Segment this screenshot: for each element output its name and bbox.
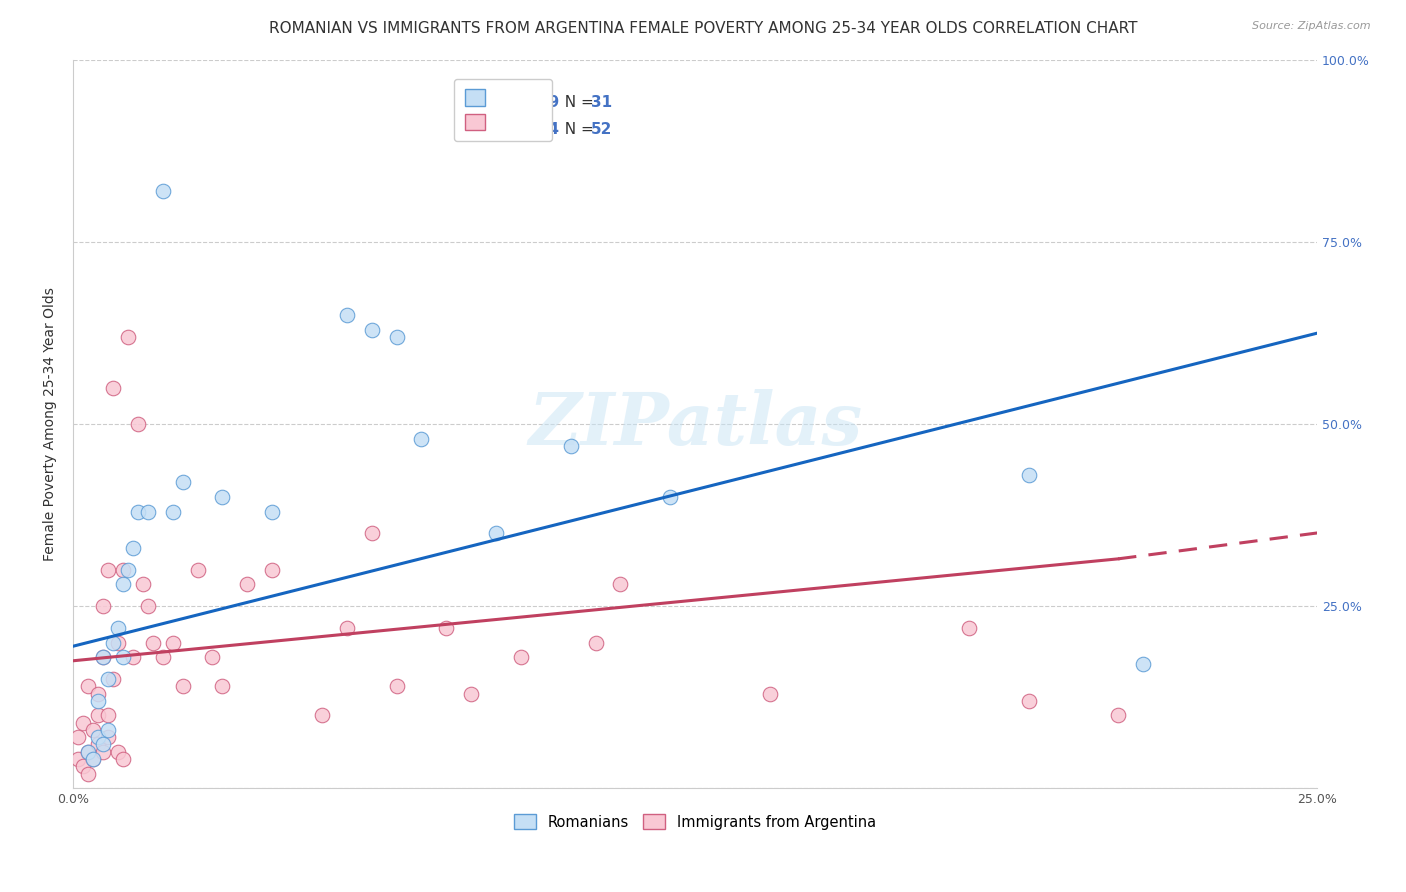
Point — [72, 759, 94, 773]
Point — [87, 730, 110, 744]
Point — [585, 635, 607, 649]
Point — [97, 730, 120, 744]
Text: Source: ZipAtlas.com: Source: ZipAtlas.com — [1253, 21, 1371, 30]
Point — [67, 730, 90, 744]
Point — [82, 752, 104, 766]
Point — [91, 650, 114, 665]
Point — [77, 745, 100, 759]
Text: 52: 52 — [591, 122, 612, 136]
Text: ZIPatlas: ZIPatlas — [529, 389, 862, 459]
Point — [162, 635, 184, 649]
Point — [77, 679, 100, 693]
Point — [385, 679, 408, 693]
Point — [510, 650, 533, 665]
Point — [201, 650, 224, 665]
Point — [82, 752, 104, 766]
Text: ROMANIAN VS IMMIGRANTS FROM ARGENTINA FEMALE POVERTY AMONG 25-34 YEAR OLDS CORRE: ROMANIAN VS IMMIGRANTS FROM ARGENTINA FE… — [269, 21, 1137, 36]
Point — [957, 621, 980, 635]
Point — [411, 432, 433, 446]
Legend: Romanians, Immigrants from Argentina: Romanians, Immigrants from Argentina — [509, 808, 882, 836]
Point — [107, 635, 129, 649]
Text: R =: R = — [471, 122, 505, 136]
Point — [172, 679, 194, 693]
Point — [91, 745, 114, 759]
Text: N =: N = — [554, 95, 598, 110]
Point — [127, 417, 149, 432]
Point — [101, 635, 124, 649]
Text: 0.429: 0.429 — [510, 95, 560, 110]
Point — [186, 563, 208, 577]
Point — [72, 715, 94, 730]
Point — [758, 687, 780, 701]
Text: N =: N = — [554, 122, 598, 136]
Point — [87, 687, 110, 701]
Point — [659, 490, 682, 504]
Point — [236, 577, 259, 591]
Point — [97, 672, 120, 686]
Point — [87, 694, 110, 708]
Point — [121, 650, 143, 665]
Point — [111, 577, 134, 591]
Point — [360, 526, 382, 541]
Point — [1018, 468, 1040, 483]
Point — [142, 635, 165, 649]
Point — [101, 381, 124, 395]
Point — [91, 599, 114, 614]
Point — [262, 563, 284, 577]
Point — [162, 504, 184, 518]
Point — [311, 708, 333, 723]
Point — [97, 708, 120, 723]
Point — [152, 184, 174, 198]
Point — [1107, 708, 1129, 723]
Point — [97, 563, 120, 577]
Point — [117, 330, 139, 344]
Text: 31: 31 — [591, 95, 612, 110]
Point — [211, 679, 233, 693]
Point — [609, 577, 631, 591]
Point — [67, 752, 90, 766]
Point — [136, 504, 159, 518]
Point — [360, 322, 382, 336]
Point — [336, 621, 359, 635]
Point — [111, 752, 134, 766]
Point — [101, 672, 124, 686]
Point — [111, 650, 134, 665]
Point — [107, 621, 129, 635]
Point — [117, 563, 139, 577]
Point — [336, 308, 359, 322]
Point — [91, 650, 114, 665]
Point — [385, 330, 408, 344]
Point — [485, 526, 508, 541]
Point — [82, 723, 104, 737]
Point — [132, 577, 155, 591]
Point — [77, 766, 100, 780]
Point — [107, 745, 129, 759]
Point — [127, 504, 149, 518]
Point — [91, 738, 114, 752]
Point — [121, 541, 143, 555]
Point — [152, 650, 174, 665]
Point — [1132, 657, 1154, 672]
Point — [434, 621, 457, 635]
Y-axis label: Female Poverty Among 25-34 Year Olds: Female Poverty Among 25-34 Year Olds — [44, 287, 58, 561]
Point — [211, 490, 233, 504]
Point — [460, 687, 482, 701]
Point — [1018, 694, 1040, 708]
Text: 0.134: 0.134 — [510, 122, 560, 136]
Text: R =: R = — [471, 95, 505, 110]
Point — [97, 723, 120, 737]
Point — [560, 439, 582, 453]
Point — [262, 504, 284, 518]
Point — [87, 708, 110, 723]
Point — [136, 599, 159, 614]
Point — [77, 745, 100, 759]
Point — [111, 563, 134, 577]
Point — [172, 475, 194, 490]
Point — [87, 738, 110, 752]
